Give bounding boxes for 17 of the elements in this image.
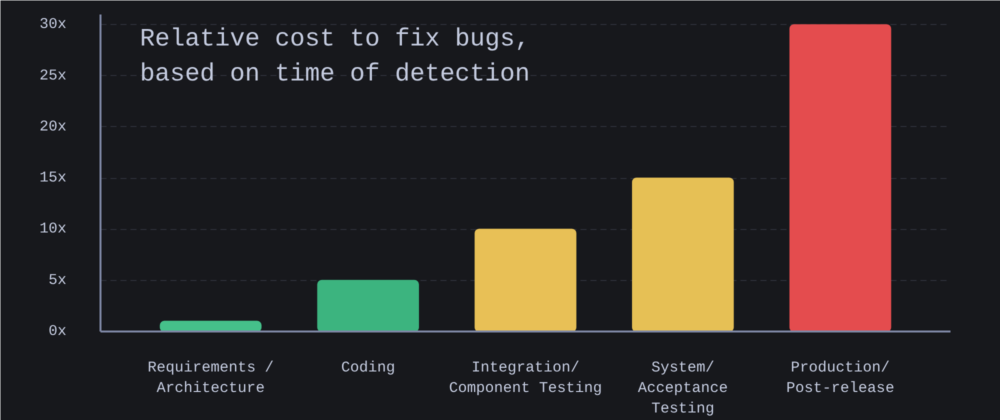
y-tick-label: 25x [39,67,67,84]
text: Relative cost to fix bugs, based on time of detection [140,24,530,88]
bar [474,228,576,332]
y-tick-label: 15x [39,170,67,187]
y-tick-label: 20x [39,118,67,136]
y-tick-label: 0x [48,323,67,340]
x-tick-label: Integration/ Component Testing [448,360,602,397]
x-tick-label: Requirements / Architecture [148,360,274,397]
x-tick-label: Production/ Post-release [786,360,894,397]
bar [317,280,419,332]
y-tick-label: 10x [39,220,67,238]
x-tick-label: Coding [341,360,396,376]
y-tick-label: 5x [48,272,67,289]
bar [789,24,892,332]
bar [632,178,734,332]
y-tick-label: 30x [39,16,67,34]
x-tick-label: System/ Acceptance Testing [638,360,728,418]
